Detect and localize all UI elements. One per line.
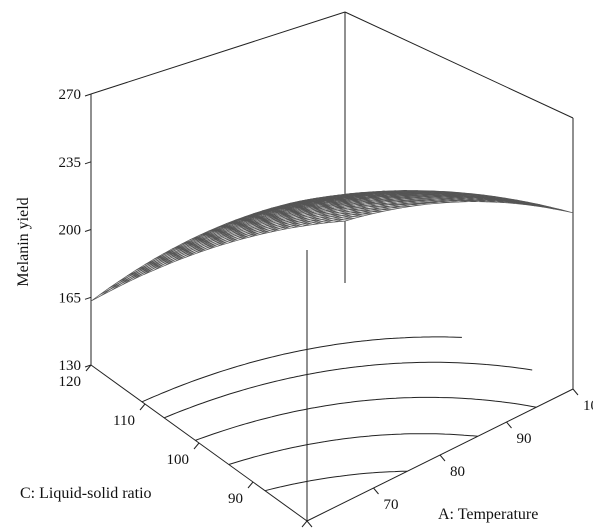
x-tick-mark (572, 388, 579, 396)
y-tick-label: 120 (59, 374, 82, 390)
response-surface (90, 190, 574, 302)
x-tick-mark (373, 487, 379, 495)
axis-ticks: 130165200235270607080901008090100110120 (59, 87, 593, 531)
z-tick-mark (84, 93, 92, 97)
floor-contours (141, 336, 537, 492)
y-tick-mark (139, 403, 146, 411)
box-edge-back-top-right (344, 11, 574, 119)
z-tick-label: 130 (59, 358, 82, 374)
y-tick-mark (301, 520, 308, 528)
y-tick-mark (247, 481, 254, 489)
x-tick-label: 90 (517, 431, 532, 447)
x-tick-mark (439, 454, 446, 462)
box-edge-back-top-left (90, 11, 346, 95)
z-tick-label: 270 (59, 87, 82, 103)
contour-line-4 (228, 433, 478, 465)
z-tick-mark (84, 161, 92, 165)
z-tick-mark (84, 296, 92, 300)
box-front-edges (90, 250, 574, 522)
x-tick-mark (506, 421, 512, 429)
z-tick-label: 235 (59, 155, 82, 171)
x-tick-mark (306, 520, 313, 528)
y-tick-label: 110 (113, 413, 135, 429)
contour-line-2 (164, 361, 533, 419)
y-tick-label: 90 (228, 491, 243, 507)
z-tick-mark (84, 229, 92, 232)
z-tick-label: 165 (59, 290, 82, 306)
x-tick-label: 100 (583, 398, 593, 414)
contour-line-5 (264, 470, 408, 492)
x-tick-label: 70 (384, 497, 399, 513)
x-axis-title: A: Temperature (438, 506, 538, 523)
contour-line-1 (141, 336, 462, 403)
box-back-edges (90, 11, 574, 389)
contour-line-3 (195, 396, 537, 441)
z-tick-mark (84, 364, 92, 368)
y-axis-title: C: Liquid-solid ratio (20, 485, 152, 502)
y-tick-label: 100 (167, 452, 190, 468)
z-tick-label: 200 (59, 223, 82, 239)
y-tick-mark (85, 364, 92, 372)
z-axis-title: Melanin yield (15, 197, 32, 286)
x-tick-label: 80 (450, 464, 465, 480)
surface-cell (297, 197, 319, 202)
y-tick-mark (193, 442, 200, 450)
